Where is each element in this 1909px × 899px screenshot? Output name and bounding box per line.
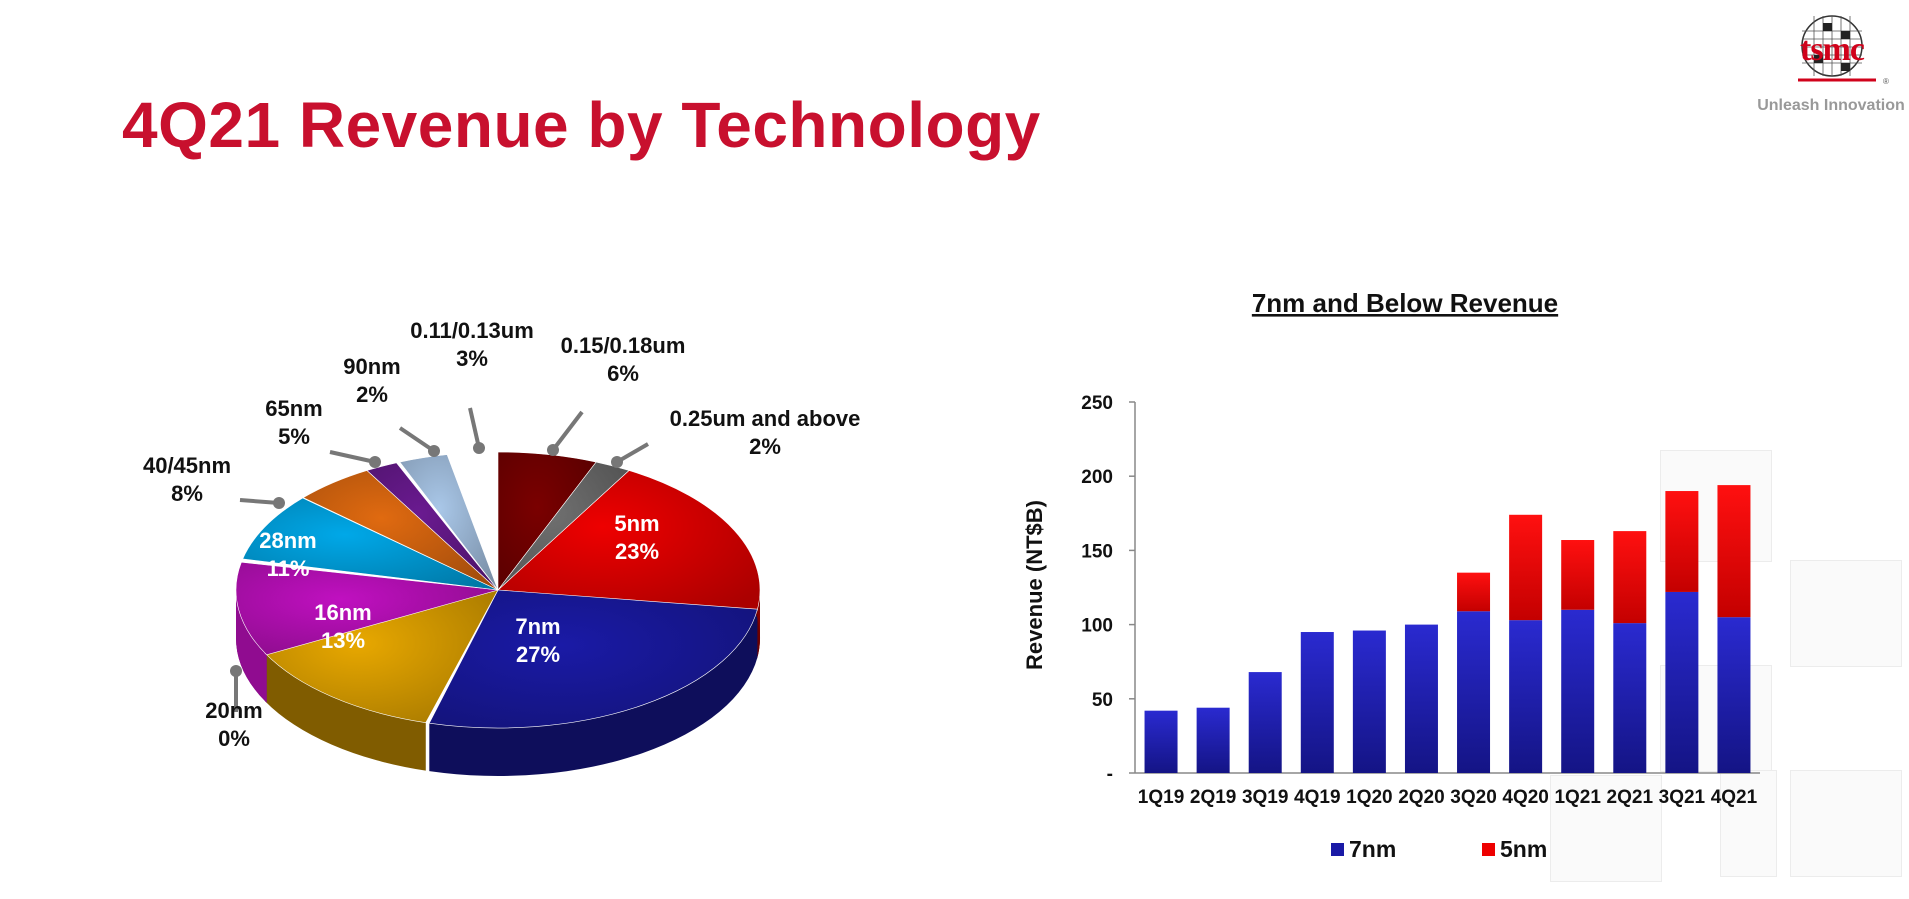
legend-label-7nm: 7nm xyxy=(1349,836,1396,862)
bar-7nm-4q21 xyxy=(1717,617,1751,773)
pie-label-40-45nm: 40/45nm xyxy=(143,453,231,478)
registered-mark: ® xyxy=(1883,77,1889,86)
leader-dot-90nm xyxy=(428,445,440,457)
pie-label-0-11-0-13um: 0.11/0.13um xyxy=(410,318,534,343)
leader-dot-0-15-0-18um xyxy=(547,444,559,456)
leader-line-0-15-0-18um xyxy=(551,410,584,452)
leader-line-0-11-0-13um xyxy=(468,407,481,449)
legend-swatch-7nm xyxy=(1331,843,1344,856)
bar-5nm-1q21 xyxy=(1561,540,1595,610)
bar-7nm-2q21 xyxy=(1613,623,1647,773)
x-tick-label: 2Q20 xyxy=(1398,787,1444,808)
y-tick-label: - xyxy=(1107,764,1113,785)
bar-7nm-3q19 xyxy=(1248,672,1282,773)
bar-7nm-1q21 xyxy=(1561,609,1595,773)
pie-slice-40-45nm xyxy=(242,497,499,591)
legend: 7nm 5nm xyxy=(1331,836,1547,862)
pie-label-0-15-0-18um: 0.15/0.18um xyxy=(561,333,686,358)
leader-line-65nm xyxy=(329,450,376,464)
x-tick-label: 1Q21 xyxy=(1554,787,1601,808)
y-axis-label: Revenue (NT$B) xyxy=(1022,500,1047,670)
y-tick-label: 150 xyxy=(1081,541,1113,562)
x-tick-label: 2Q19 xyxy=(1190,787,1236,808)
pie-value-90nm: 2% xyxy=(356,382,388,407)
pie-value-65nm: 5% xyxy=(278,424,310,449)
x-tick-label: 1Q19 xyxy=(1138,787,1184,808)
pie-value-5nm: 23% xyxy=(615,539,659,564)
pie-labels: 5nm 23% 7nm 27% 16nm 13% 20nm 0% 28nm 11% 40/45nm 8… xyxy=(143,318,860,751)
pie-label-65nm: 65nm xyxy=(265,396,322,421)
x-tick-label: 1Q20 xyxy=(1346,787,1392,808)
bar-7nm-4q19 xyxy=(1300,632,1334,773)
x-tick-label: 3Q20 xyxy=(1450,787,1496,808)
pie-top-faces xyxy=(235,451,761,729)
bar-7nm-4q20 xyxy=(1509,620,1543,773)
leader-dot-0-25um-and-above xyxy=(611,456,623,468)
bar-7nm-1q19 xyxy=(1144,710,1178,773)
pie-label-20nm: 20nm xyxy=(205,698,262,723)
leader-line-40-45nm xyxy=(239,498,280,505)
bar-5nm-4q20 xyxy=(1509,514,1543,621)
pie-value-0-25um-and-above: 2% xyxy=(749,434,781,459)
pie-label-0-25um-and-above: 0.25um and above xyxy=(670,406,861,431)
bar-7nm-1q20 xyxy=(1352,630,1386,773)
legend-swatch-5nm xyxy=(1482,843,1495,856)
x-tick-label: 4Q21 xyxy=(1711,787,1758,808)
logo-tagline: Unleash Innovation xyxy=(1757,97,1905,114)
y-tick-label: 100 xyxy=(1081,616,1113,637)
pie-side-16nm xyxy=(264,653,426,771)
pie-label-90nm: 90nm xyxy=(343,354,400,379)
pie-slice-7nm xyxy=(428,589,758,729)
pie-value-28nm: 11% xyxy=(267,556,310,581)
pie-slice-28nm xyxy=(235,561,499,656)
leader-dot-65nm xyxy=(369,456,381,468)
pie-slice-16nm xyxy=(264,589,499,723)
leader-dot-40-45nm xyxy=(273,497,285,509)
pie-value-7nm: 27% xyxy=(516,642,560,667)
x-tick-label: 2Q21 xyxy=(1607,787,1654,808)
leader-dot-0-11-0-13um xyxy=(473,442,485,454)
logo-brand-text: tsmc xyxy=(1800,31,1865,68)
bar-5nm-4q21 xyxy=(1717,485,1751,618)
pie-label-28nm: 28nm xyxy=(259,528,316,553)
pie-slice-90nm xyxy=(366,462,499,591)
x-tick-label: 3Q19 xyxy=(1242,787,1288,808)
pie-chart: 5nm 23% 7nm 27% 16nm 13% 20nm 0% 28nm 11% 40/45nm 8… xyxy=(143,318,860,777)
pie-value-0-11-0-13um: 3% xyxy=(456,346,488,371)
tsmc-logo: tsmc ® xyxy=(1798,15,1889,86)
y-tick-label: 250 xyxy=(1081,393,1113,414)
pie-slice-0-11-0-13um xyxy=(399,454,499,591)
pie-label-16nm: 16nm xyxy=(314,600,371,625)
bar-5nm-2q21 xyxy=(1613,531,1647,624)
x-tick-label: 4Q20 xyxy=(1502,787,1548,808)
leader-line-90nm xyxy=(398,426,436,453)
bar-5nm-3q20 xyxy=(1457,572,1491,612)
pie-value-16nm: 13% xyxy=(321,628,365,653)
bar-7nm-2q20 xyxy=(1404,624,1438,773)
x-tick-label: 3Q21 xyxy=(1659,787,1706,808)
pie-value-20nm: 0% xyxy=(218,726,250,751)
pie-slice-5nm xyxy=(497,470,761,612)
bar-5nm-3q21 xyxy=(1665,491,1699,592)
pie-value-0-15-0-18um: 6% xyxy=(607,361,639,386)
bars xyxy=(1144,485,1751,773)
bar-7nm-2q19 xyxy=(1196,707,1230,773)
bar-chart-title: 7nm and Below Revenue xyxy=(1252,288,1558,318)
y-tick-label: 50 xyxy=(1092,690,1113,711)
page-title: 4Q21 Revenue by Technology xyxy=(122,89,1041,161)
pie-label-7nm: 7nm xyxy=(515,614,560,639)
leader-dot-20nm xyxy=(230,665,242,677)
x-tick-label: 4Q19 xyxy=(1294,787,1340,808)
pie-label-5nm: 5nm xyxy=(614,511,659,536)
bar-7nm-3q21 xyxy=(1665,591,1699,773)
pie-value-40-45nm: 8% xyxy=(171,481,203,506)
pie-side-7nm xyxy=(429,609,758,777)
bar-7nm-3q20 xyxy=(1457,611,1491,773)
wafer-icon xyxy=(1801,15,1863,77)
legend-label-5nm: 5nm xyxy=(1500,836,1547,862)
y-tick-label: 200 xyxy=(1081,467,1113,488)
pie-side-28nm-left xyxy=(236,590,267,703)
